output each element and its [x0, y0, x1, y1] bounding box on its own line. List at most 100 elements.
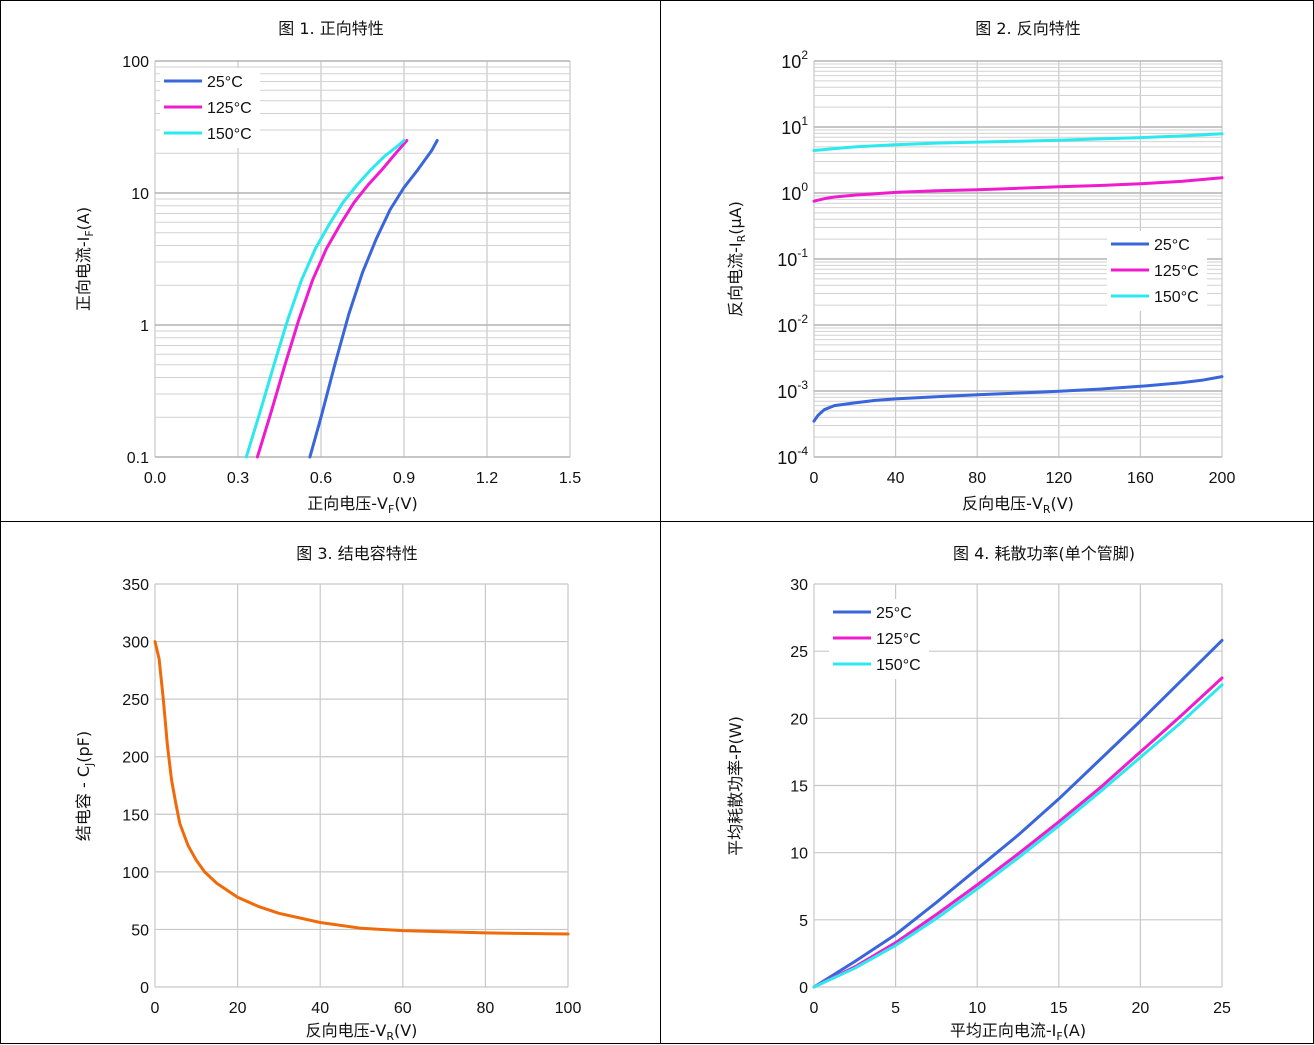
y-tick-label: 10 [131, 186, 149, 203]
y-axis-label-text: 反向电流-I [726, 242, 745, 317]
svg-text:反向电流-IR(μA): 反向电流-IR(μA) [726, 201, 748, 317]
chart-title: 图 2. 反向特性 [975, 19, 1080, 38]
y-tick-base: 10 [777, 250, 797, 270]
x-tick-label: 40 [887, 470, 905, 487]
y-tick-label: 15 [790, 779, 808, 796]
grid [154, 583, 569, 988]
x-axis-label: 反向电压-VR(V) [306, 1021, 418, 1043]
svg-text:正向电压-VF(V): 正向电压-VF(V) [307, 494, 418, 516]
y-tick-label: 30 [790, 577, 808, 594]
y-tick-base: 10 [777, 448, 797, 468]
y-axis-label-subscript: R [735, 234, 748, 242]
x-axis-label-text: 正向电压-V [307, 494, 388, 513]
x-tick-label: 15 [1050, 1000, 1068, 1017]
panel-forward-characteristic: 图 1. 正向特性 0.0 0.3 0.6 0.9 1.2 1.5 0.1 1 10 100 正向电压… [0, 0, 661, 522]
x-axis-label-subscript: R [386, 1030, 394, 1043]
y-tick-label: 25 [790, 644, 808, 661]
x-axis-label: 平均正向电流-IF(A) [950, 1021, 1086, 1043]
legend-label: 150°C [207, 126, 252, 143]
x-axis-label-subscript: R [1043, 503, 1051, 516]
y-tick-label: 200 [122, 750, 149, 767]
series-line-1 [812, 638, 1224, 989]
legend-label: 125°C [207, 100, 252, 117]
svg-text:结电容 - CJ(pF): 结电容 - CJ(pF) [74, 731, 96, 841]
y-tick-label: 0 [140, 980, 149, 997]
x-tick-label: 0 [810, 470, 819, 487]
svg-text:平均耗散功率-P(W): 平均耗散功率-P(W) [726, 716, 745, 856]
y-tick-label: 10-4 [777, 444, 808, 468]
y-tick-label: 100 [122, 54, 149, 71]
svg-text:反向电压-VR(V): 反向电压-VR(V) [962, 494, 1074, 516]
y-tick-exponent: 0 [801, 180, 808, 194]
y-tick-exponent: 2 [801, 48, 808, 62]
x-axis-label-subscript: F [1056, 1030, 1062, 1043]
y-tick-exponent: -3 [797, 378, 808, 392]
x-tick-label: 40 [311, 1000, 329, 1017]
y-tick-base: 10 [777, 382, 797, 402]
x-tick-label: 0.3 [227, 470, 249, 487]
y-axis-label-unit: (μA) [726, 201, 745, 235]
series-line-3 [812, 683, 1224, 989]
x-tick-label: 5 [891, 1000, 900, 1017]
chart-1: 图 1. 正向特性 0.0 0.3 0.6 0.9 1.2 1.5 0.1 1 10 100 正向电压… [74, 19, 581, 516]
y-axis-label: 平均耗散功率-P(W) [726, 716, 745, 856]
y-tick-label: 10 [790, 846, 808, 863]
y-tick-base: 10 [781, 52, 801, 72]
y-axis-label-text: 平均耗散功率-P(W) [726, 716, 745, 856]
legend: 25°C 125°C 150°C [829, 599, 929, 679]
legend-label: 125°C [876, 631, 921, 648]
x-axis-label-text: 反向电压-V [962, 494, 1043, 513]
x-axis-label-unit: (A) [1063, 1021, 1086, 1040]
svg-text:平均正向电流-IF(A): 平均正向电流-IF(A) [950, 1021, 1086, 1043]
x-axis-label-text: 平均正向电流-I [950, 1021, 1057, 1040]
x-tick-label: 100 [555, 1000, 582, 1017]
x-tick-label: 0 [810, 1000, 819, 1017]
y-axis-label-text: 正向电流-I [74, 237, 93, 312]
y-tick-base: 10 [781, 184, 801, 204]
y-axis-label-text: 结电容 - C [74, 766, 93, 841]
legend-label: 25°C [207, 74, 243, 91]
y-tick-exponent: -2 [797, 312, 808, 326]
y-tick-label: 150 [122, 807, 149, 824]
x-tick-label: 20 [229, 1000, 247, 1017]
y-tick-exponent: -4 [797, 444, 808, 458]
y-tick-label: 0.1 [127, 450, 149, 467]
legend-label: 150°C [1154, 289, 1199, 306]
y-axis-label-subscript: J [83, 763, 96, 767]
y-tick-exponent: 1 [801, 114, 808, 128]
x-tick-label: 1.5 [559, 470, 581, 487]
y-axis-label-subscript: F [83, 230, 96, 236]
y-tick-label: 350 [122, 577, 149, 594]
y-axis-label: 反向电流-IR(μA) [726, 201, 748, 317]
series-line-3 [812, 132, 1224, 152]
x-tick-label: 20 [1132, 1000, 1150, 1017]
y-tick-label: 100 [781, 180, 808, 204]
legend-label: 150°C [876, 657, 921, 674]
y-tick-label: 50 [131, 922, 149, 939]
x-axis-label-unit: (V) [1050, 494, 1073, 513]
x-tick-label: 80 [477, 1000, 495, 1017]
chart-3: 图 3. 结电容特性 0 20 40 60 80 100 0 50 100 150 200 250 300… [74, 544, 582, 1043]
x-tick-label: 25 [1213, 1000, 1231, 1017]
x-axis-label-subscript: F [388, 503, 394, 516]
legend: 25°C 125°C 150°C [160, 68, 260, 148]
x-axis-label: 正向电压-VF(V) [307, 494, 418, 516]
chart-4: 图 4. 耗散功率(单个管脚) 0 5 10 15 20 25 0 5 10 15 20 25 30 平均正… [726, 544, 1231, 1043]
y-tick-label: 5 [799, 913, 808, 930]
x-tick-label: 1.2 [476, 470, 498, 487]
chart-title: 图 4. 耗散功率(单个管脚) [953, 544, 1135, 563]
x-tick-label: 120 [1045, 470, 1072, 487]
x-axis-label-text: 反向电压-V [306, 1021, 387, 1040]
x-axis-label-unit: (V) [394, 494, 417, 513]
series-line-2 [812, 176, 1224, 203]
y-tick-label: 250 [122, 692, 149, 709]
panel-power-dissipation: 图 4. 耗散功率(单个管脚) 0 5 10 15 20 25 0 5 10 15 20 25 30 平均正… [660, 521, 1314, 1044]
y-tick-label: 10-2 [777, 312, 808, 336]
chart-title: 图 3. 结电容特性 [296, 544, 417, 563]
chart-title: 图 1. 正向特性 [278, 19, 383, 38]
series-line-2 [255, 139, 409, 459]
y-tick-label: 20 [790, 711, 808, 728]
y-tick-label: 102 [781, 48, 808, 72]
